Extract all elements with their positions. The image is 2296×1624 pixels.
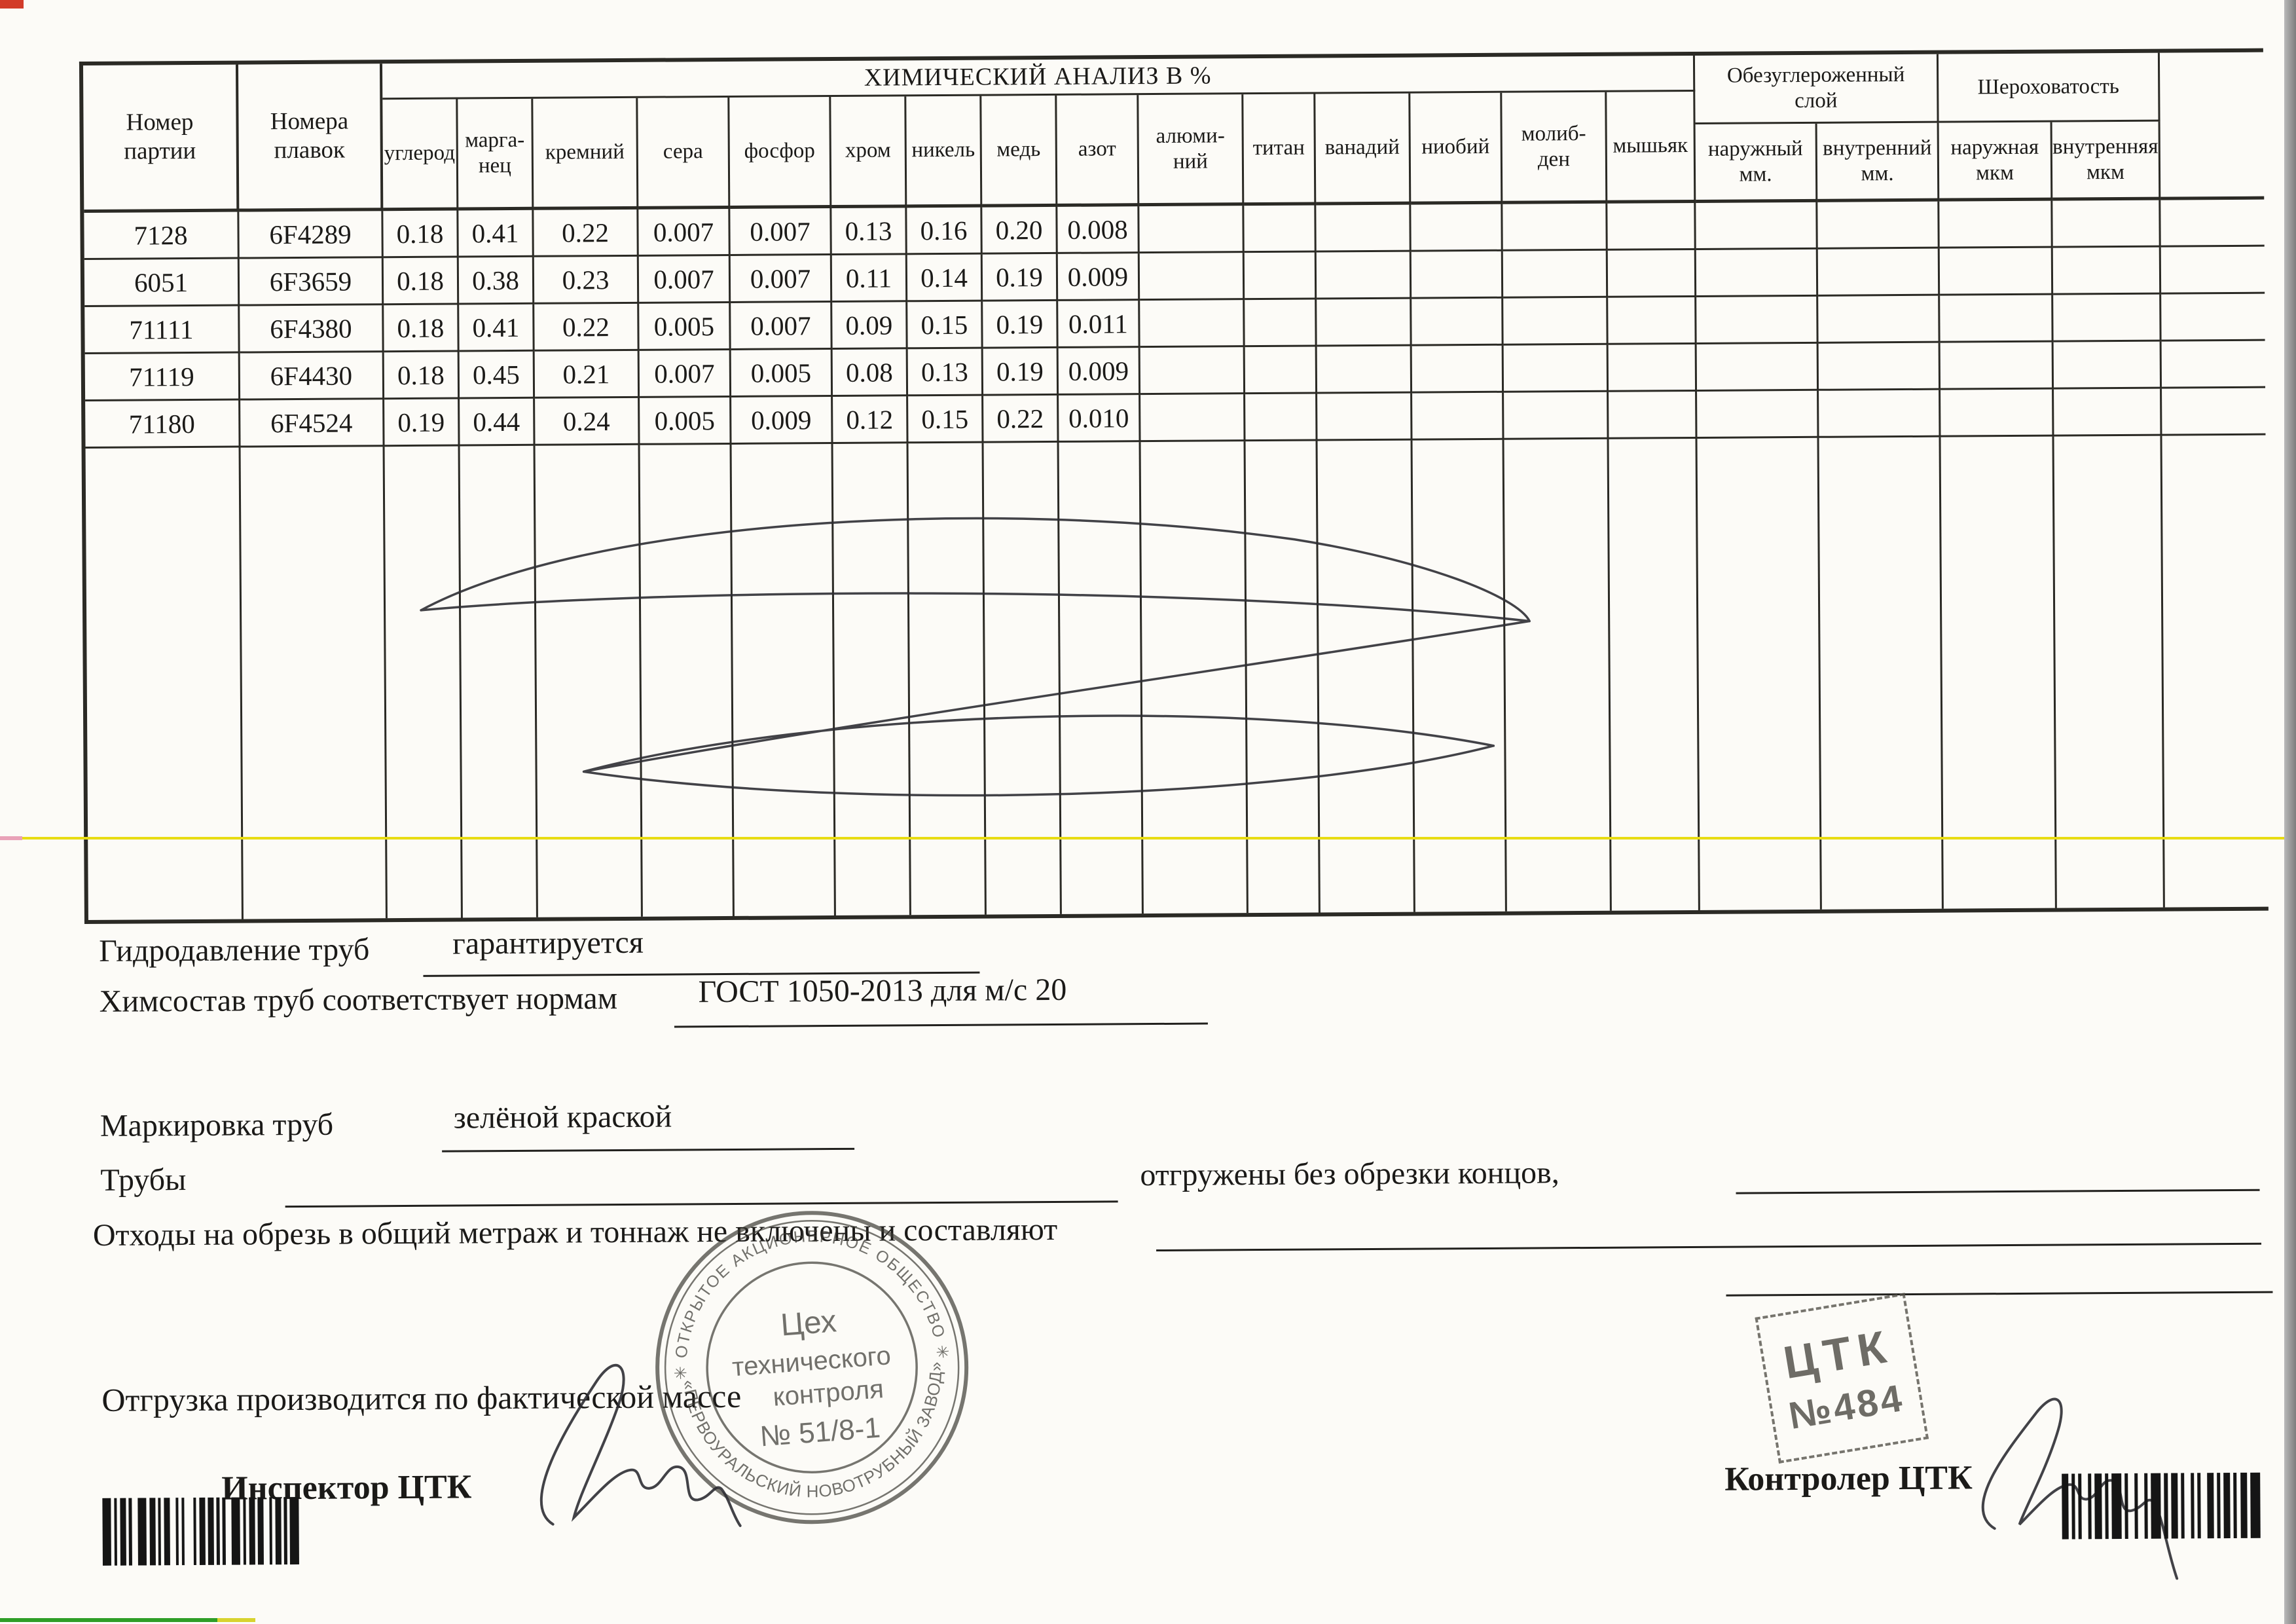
- barcode-bar: [2062, 1473, 2069, 1540]
- barcode-space: [2081, 1473, 2088, 1539]
- stamp-outer-ring: [655, 1211, 969, 1524]
- barcode-bar: [2170, 1473, 2178, 1539]
- round-stamp: ✳ ОТКРЫТОЕ АКЦИОНЕРНОЕ ОБЩЕСТВО ✳ «ПЕРВО…: [655, 1211, 969, 1524]
- barcode-bar: [2223, 1473, 2231, 1539]
- barcode-bar: [2250, 1472, 2261, 1538]
- barcode-bar: [231, 1497, 241, 1565]
- table-crossout-stroke: [420, 517, 1531, 797]
- stamp-center-line1: Цех: [780, 1304, 838, 1342]
- scan-artifact-yellow-strip: [217, 1618, 255, 1622]
- stamp-mid-ring: [664, 1219, 960, 1515]
- stamp-inner-ring: [706, 1261, 918, 1473]
- scan-artifact-green-strip: [0, 1618, 217, 1622]
- barcode-bottom-right: [2062, 1472, 2261, 1540]
- scanner-edge-strip: [2284, 0, 2296, 1624]
- barcode-bottom-left: [102, 1497, 299, 1566]
- scan-artifact-red-corner: [0, 0, 24, 9]
- barcode-space: [2128, 1473, 2135, 1539]
- scan-artifact-pink-segment: [0, 836, 22, 840]
- barcode-bar: [2094, 1473, 2102, 1540]
- inspector-signature: [539, 1364, 742, 1527]
- barcode-bar: [289, 1497, 299, 1565]
- barcode-space: [2138, 1473, 2145, 1539]
- barcode-space: [2184, 1473, 2191, 1538]
- barcode-bar: [2207, 1473, 2214, 1539]
- barcode-space: [185, 1498, 194, 1565]
- scan-artifact-yellow-line: [0, 837, 2296, 840]
- barcode-bar: [102, 1498, 112, 1566]
- barcode-space: [2200, 1473, 2208, 1538]
- barcode-bar: [2111, 1473, 2122, 1540]
- barcode-bar: [137, 1498, 147, 1566]
- barcode-bar: [2240, 1472, 2248, 1538]
- barcode-bar: [2151, 1473, 2162, 1539]
